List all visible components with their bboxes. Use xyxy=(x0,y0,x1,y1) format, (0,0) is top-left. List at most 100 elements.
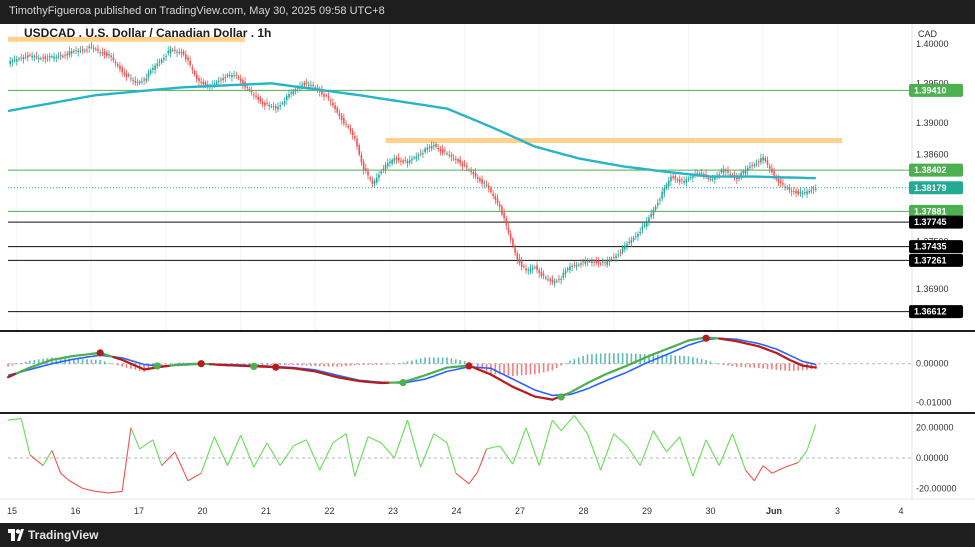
chart-canvas: 1.400001.395001.390001.386001.375001.369… xyxy=(0,24,975,523)
candle-body xyxy=(314,87,317,89)
candle-body xyxy=(768,166,771,169)
candle-body xyxy=(239,78,242,82)
candle-body xyxy=(215,82,218,85)
macd-histogram-bar xyxy=(692,357,694,364)
oscillator-segment xyxy=(600,433,615,471)
oscillator-segment xyxy=(51,450,62,474)
candle-body xyxy=(619,252,622,254)
macd-histogram-bar xyxy=(740,363,742,368)
macd-histogram-bar xyxy=(722,363,725,365)
candle-body xyxy=(804,192,806,194)
macd-histogram-bar xyxy=(793,363,795,371)
macd-histogram-bar xyxy=(29,360,31,364)
oscillator-segment xyxy=(705,439,720,466)
macd-histogram-bar xyxy=(762,363,764,369)
oscillator-segment xyxy=(139,439,154,450)
candle-body xyxy=(123,72,126,75)
candle-body xyxy=(37,58,40,60)
candle-body xyxy=(167,50,170,54)
candle-body xyxy=(171,49,174,51)
candle-body xyxy=(224,77,227,79)
candle-body xyxy=(635,235,637,237)
oscillator-segment xyxy=(745,469,755,482)
candle-body xyxy=(562,272,565,278)
candle-body xyxy=(283,101,286,104)
candle-body xyxy=(606,261,609,266)
candle-body xyxy=(290,92,292,94)
macd-histogram-bar xyxy=(301,363,303,366)
macd-histogram-bar xyxy=(433,357,435,364)
oscillator-segment xyxy=(692,439,707,477)
candle-body xyxy=(626,243,628,247)
oscillator-segment xyxy=(95,490,110,494)
macd-histogram-bar xyxy=(310,363,312,366)
candle-body xyxy=(165,56,167,58)
candle-body xyxy=(628,241,631,243)
macd-histogram-bar xyxy=(393,363,396,365)
candle-body xyxy=(593,261,595,263)
macd-histogram-bar xyxy=(617,353,620,364)
candle-body xyxy=(191,67,194,70)
candle-body xyxy=(242,80,244,85)
candle-body xyxy=(746,167,749,171)
candle-body xyxy=(99,52,101,54)
candle-body xyxy=(516,252,519,260)
candle-body xyxy=(764,157,767,161)
oscillator-segment xyxy=(69,480,83,489)
candle-body xyxy=(248,88,251,91)
tradingview-brand[interactable]: TradingView xyxy=(28,528,99,542)
macd-histogram-bar xyxy=(801,363,804,371)
oscillator-segment xyxy=(551,419,562,432)
macd-histogram-bar xyxy=(635,353,637,364)
macd-histogram-bar xyxy=(42,358,44,364)
oscillator-segment xyxy=(20,418,31,456)
candle-body xyxy=(520,260,523,267)
macd-histogram-bar xyxy=(292,363,295,365)
candle-body xyxy=(195,74,198,80)
candle-body xyxy=(692,175,694,178)
candle-body xyxy=(200,81,202,83)
candle-body xyxy=(613,257,615,259)
macd-histogram-bar xyxy=(555,363,558,369)
candle-body xyxy=(259,97,262,102)
candle-body xyxy=(250,90,253,93)
macd-histogram-bar xyxy=(463,360,466,364)
candle-body xyxy=(553,281,556,284)
candle-body xyxy=(149,70,152,74)
candle-body xyxy=(105,52,108,57)
candle-body xyxy=(88,46,91,49)
candle-body xyxy=(665,184,668,189)
tradingview-logo-icon[interactable] xyxy=(8,529,24,541)
candle-body xyxy=(66,53,69,56)
candle-body xyxy=(463,164,466,166)
macd-histogram-bar xyxy=(336,363,339,367)
candle-body xyxy=(204,82,207,87)
candle-body xyxy=(435,144,437,147)
level-price-tag xyxy=(909,181,963,195)
price-axis-tick-label: 1.39000 xyxy=(916,118,949,128)
candle-body xyxy=(51,56,53,58)
oscillator-segment xyxy=(380,442,395,459)
candle-body xyxy=(687,178,690,180)
candle-body xyxy=(676,179,679,181)
candle-body xyxy=(384,164,387,170)
candle-body xyxy=(514,247,516,253)
candle-body xyxy=(474,172,477,177)
macd-histogram-bar xyxy=(288,363,290,365)
candle-body xyxy=(518,258,521,264)
candle-body xyxy=(103,52,106,55)
oscillator-axis-tick-label: -20.00000 xyxy=(916,483,957,493)
macd-histogram-bar xyxy=(512,363,514,377)
macd-histogram-bar xyxy=(358,363,361,365)
candle-body xyxy=(450,154,453,157)
macd-histogram-bar xyxy=(121,363,123,367)
candle-body xyxy=(53,56,55,59)
candle-body xyxy=(145,78,148,81)
candle-body xyxy=(202,81,205,85)
candle-body xyxy=(582,261,584,263)
candle-body xyxy=(806,191,808,195)
candle-body xyxy=(77,50,80,53)
macd-cross-marker xyxy=(153,362,161,370)
time-axis-tick-label: 17 xyxy=(134,506,144,516)
oscillator-segment xyxy=(332,433,347,444)
